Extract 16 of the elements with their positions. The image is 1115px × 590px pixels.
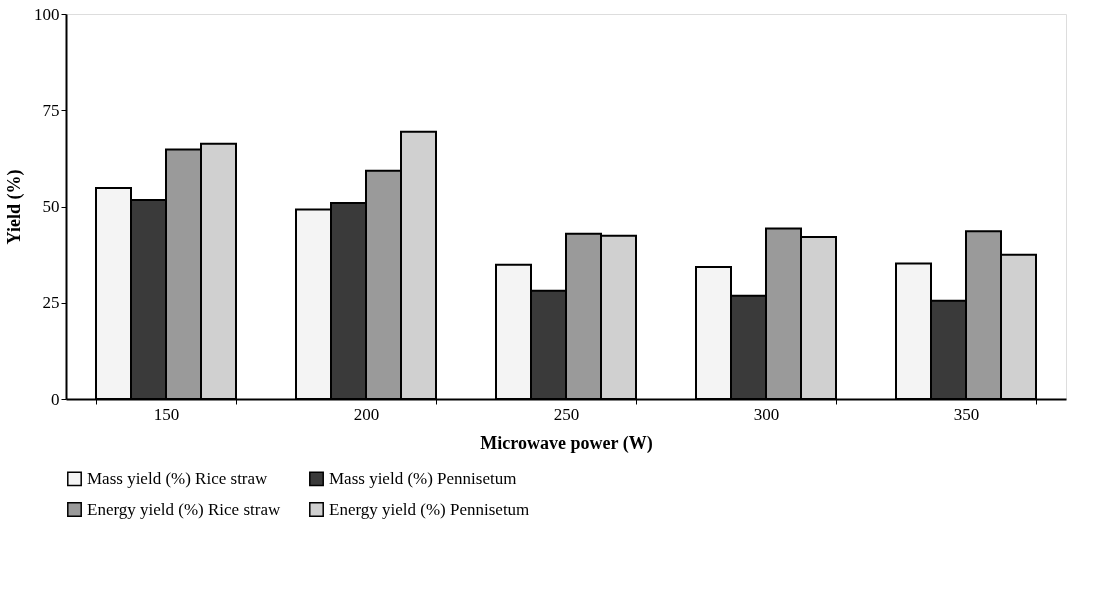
x-tick-label: 200 <box>353 404 380 424</box>
y-tick-label: 50 <box>42 197 60 216</box>
x-tick-label: 350 <box>953 404 980 424</box>
y-axis-title: Yield (%) <box>4 169 25 245</box>
x-tick-label: 150 <box>153 404 180 424</box>
x-tick-label: 300 <box>753 404 780 424</box>
x-tick-label: 250 <box>553 404 580 424</box>
legend-label: Energy yield (%) Rice straw <box>87 499 281 519</box>
x-axis-title: Microwave power (W) <box>480 432 653 454</box>
legend-label: Mass yield (%) Pennisetum <box>329 468 517 488</box>
y-tick-label: 100 <box>34 4 60 24</box>
y-tick-label: 25 <box>42 293 60 313</box>
y-tick-label: 75 <box>42 100 60 120</box>
legend-label: Energy yield (%) Pennisetum <box>329 499 530 519</box>
y-tick-label: 0 <box>51 389 60 409</box>
legend-label: Mass yield (%) Rice straw <box>87 468 269 488</box>
